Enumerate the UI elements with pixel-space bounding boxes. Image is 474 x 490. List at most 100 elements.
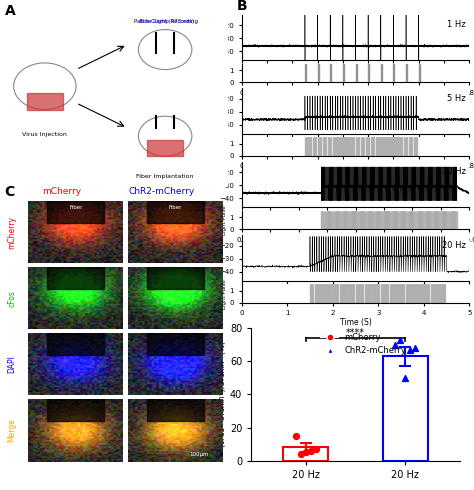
Bar (411, 137, 412, 156)
Bar (365, 284, 366, 303)
Bar (440, 284, 441, 303)
Bar (308, 137, 309, 156)
Point (312, 445, 319, 453)
X-axis label: Time (S): Time (S) (340, 98, 371, 106)
Bar (386, 137, 387, 156)
Bar (444, 211, 445, 229)
Bar (393, 64, 394, 82)
Bar (352, 211, 353, 229)
Bar (412, 211, 413, 229)
Bar (342, 284, 343, 303)
Text: B: B (237, 0, 247, 13)
Bar (367, 284, 368, 303)
Bar (147, 333, 204, 355)
Bar (393, 137, 395, 156)
Bar (453, 211, 454, 229)
Bar (368, 211, 369, 229)
Bar (426, 284, 427, 303)
Bar (335, 284, 336, 303)
Text: Fiber: Fiber (69, 205, 82, 210)
Bar (353, 284, 355, 303)
Bar (443, 211, 444, 229)
Bar (395, 211, 396, 229)
Bar (317, 284, 318, 303)
X-axis label: Time (S): Time (S) (340, 171, 371, 180)
Y-axis label: Light Pulse: Light Pulse (222, 58, 227, 88)
Point (401, 374, 409, 382)
Bar (321, 211, 322, 229)
Text: Merge: Merge (8, 418, 16, 442)
Bar (396, 284, 398, 303)
Bar (378, 284, 379, 303)
Bar (369, 284, 370, 303)
Bar (387, 284, 389, 303)
Text: ChR2-mCherry: ChR2-mCherry (128, 187, 194, 196)
Bar (394, 284, 395, 303)
Bar (147, 201, 204, 222)
Bar (368, 137, 369, 156)
Bar (381, 64, 382, 82)
Point (292, 432, 300, 440)
Bar (349, 284, 350, 303)
Bar (351, 211, 352, 229)
Bar (435, 211, 436, 229)
Bar (442, 211, 443, 229)
Bar (394, 211, 395, 229)
Bar (335, 211, 336, 229)
Bar (47, 201, 104, 222)
Bar (424, 284, 425, 303)
Bar (47, 399, 104, 421)
Bar (409, 137, 410, 156)
Legend: mCherry, ChR2-mCherry: mCherry, ChR2-mCherry (318, 330, 410, 359)
Bar (399, 284, 400, 303)
Bar (417, 284, 418, 303)
Bar (402, 211, 403, 229)
Bar (360, 211, 361, 229)
Bar (390, 284, 391, 303)
Bar (451, 211, 452, 229)
Point (392, 341, 399, 349)
Bar (369, 211, 370, 229)
Text: 1 Hz: 1 Hz (447, 20, 466, 29)
Bar (358, 284, 359, 303)
Bar (433, 284, 434, 303)
Bar (387, 211, 388, 229)
Bar (310, 137, 311, 156)
Bar (428, 211, 429, 229)
Bar (365, 137, 367, 156)
Bar (408, 211, 409, 229)
Bar (383, 356, 428, 461)
Bar (315, 284, 316, 303)
Bar (47, 267, 104, 289)
Bar (321, 284, 322, 303)
Y-axis label: Light Pulse: Light Pulse (222, 132, 227, 162)
Bar (346, 211, 347, 229)
Bar (371, 137, 372, 156)
Bar (330, 137, 331, 156)
Bar (310, 284, 311, 303)
Point (406, 346, 414, 354)
Bar (361, 137, 362, 156)
Bar (396, 211, 397, 229)
Bar (430, 284, 432, 303)
Point (297, 450, 305, 458)
Text: Fiber: Fiber (169, 205, 182, 210)
Bar (361, 211, 362, 229)
Point (302, 448, 310, 456)
Bar (47, 333, 104, 355)
Text: Patch-Clamp Recording: Patch-Clamp Recording (134, 19, 198, 24)
Bar (336, 211, 337, 229)
Bar (383, 284, 384, 303)
Bar (378, 211, 379, 229)
Bar (324, 284, 325, 303)
Bar (343, 211, 344, 229)
Bar (315, 137, 316, 156)
Bar (348, 137, 349, 156)
Bar (385, 211, 386, 229)
Y-axis label: mV: mV (200, 181, 211, 188)
Bar (414, 137, 415, 156)
Bar (312, 137, 314, 156)
Bar (344, 284, 345, 303)
Bar (353, 137, 354, 156)
Bar (323, 137, 324, 156)
